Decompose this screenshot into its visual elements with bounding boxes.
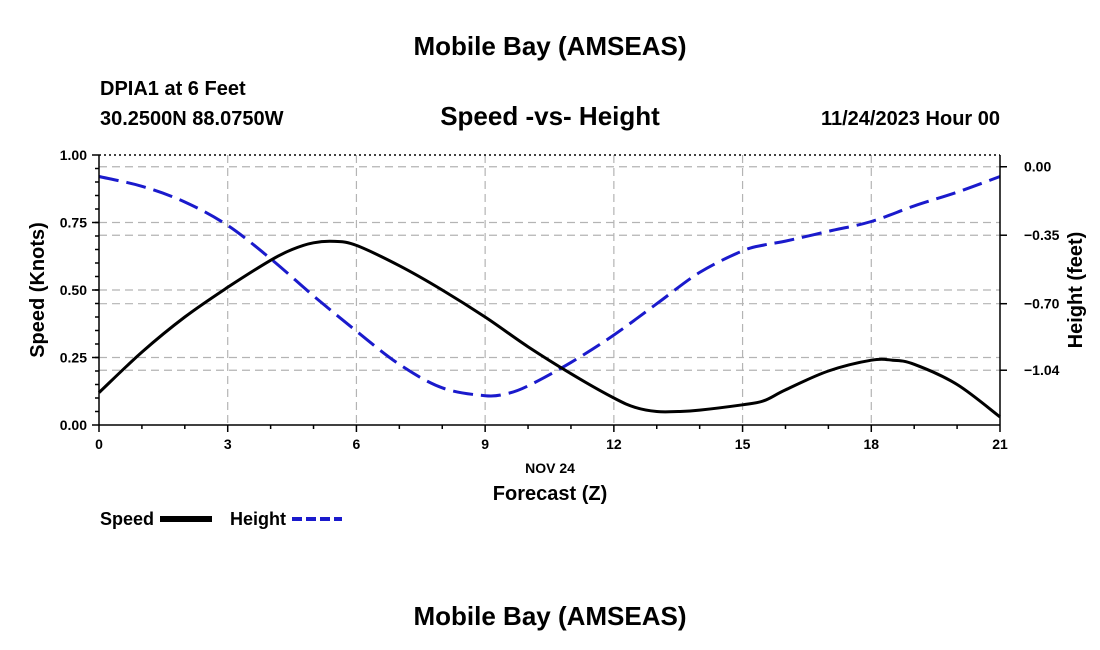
y-right-tick-label: −1.04 [1024,362,1060,378]
x-tick-label: 12 [606,436,622,452]
y-axis-right-label: Height (feet) [1065,232,1087,349]
legend-speed-label: Speed [100,509,154,529]
series-layer [97,175,1001,419]
legend-height-label: Height [230,509,286,529]
x-tick-label: 6 [353,436,361,452]
height-series-line [98,175,1001,398]
y-left-tick-label: 0.50 [60,282,87,298]
x-tick-label: 18 [863,436,879,452]
y-right-tick-label: −0.70 [1024,296,1060,312]
x-tick-label: 3 [224,436,232,452]
chart-subtitle: Speed -vs- Height [440,101,660,131]
grid-lines [99,155,1000,425]
x-tick-label: 21 [992,436,1008,452]
y-left-tick-label: 0.25 [60,350,87,366]
run-time-label: 11/24/2023 Hour 00 [821,108,1000,130]
speed-series-line [97,239,1001,419]
y-axis-left-label: Speed (Knots) [27,222,49,358]
plot-frame [98,154,1001,426]
chart-title: Mobile Bay (AMSEAS) [413,31,686,61]
y-right-tick-label: 0.00 [1024,159,1051,175]
x-axis-label: Forecast (Z) [493,483,607,505]
x-tick-label: 0 [95,436,103,452]
y-right-tick-label: −0.35 [1024,227,1060,243]
coordinates-label: 30.2500N 88.0750W [100,108,284,130]
y-left-tick-label: 1.00 [60,147,87,163]
x-tick-label: 9 [481,436,489,452]
y-left-tick-label: 0.00 [60,417,87,433]
footer-title: Mobile Bay (AMSEAS) [413,601,686,631]
axis-ticks: 0 3 6 9 12 15 18 21 0.00 0.25 0.50 0.75 1.00 0.00 −0.3… [60,147,1060,452]
y-left-tick-label: 0.75 [60,215,87,231]
x-tick-label: 15 [735,436,751,452]
legend: Speed Height [100,509,342,529]
x-date-label: NOV 24 [525,460,575,476]
station-label: DPIA1 at 6 Feet [100,78,246,100]
